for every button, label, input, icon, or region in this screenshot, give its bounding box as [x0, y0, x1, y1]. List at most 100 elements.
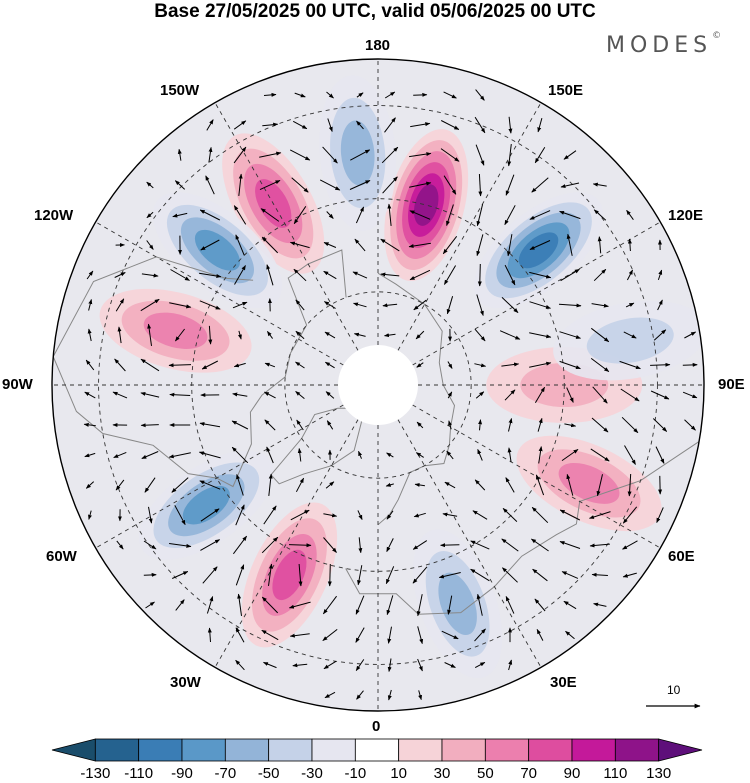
- wind-arrow: [235, 659, 245, 671]
- wind-arrow: [529, 301, 551, 309]
- wind-arrow: [417, 658, 423, 672]
- wind-arrow: [206, 596, 214, 614]
- wind-arrow: [295, 477, 305, 493]
- wind-arrow: [146, 181, 154, 189]
- lon-label-180: 180: [365, 37, 391, 54]
- wind-arrow: [387, 658, 392, 672]
- wind-arrow: [652, 418, 668, 432]
- wind-arrow: [387, 689, 392, 701]
- wind-arrow: [259, 179, 281, 191]
- wind-arrow: [353, 302, 367, 308]
- anomaly-field: [99, 75, 704, 679]
- anomaly-center: [152, 192, 283, 309]
- wind-arrow: [177, 148, 182, 161]
- wind-arrow: [268, 473, 273, 496]
- wind-arrow: [477, 263, 482, 287]
- wind-arrow: [627, 473, 632, 497]
- wind-arrow: [260, 208, 280, 222]
- wind-arrow: [626, 209, 634, 220]
- wind-arrow: [233, 205, 247, 225]
- wind-arrow: [355, 659, 365, 672]
- wind-arrow: [504, 389, 516, 401]
- wind-arrow: [446, 204, 454, 226]
- wind-arrow: [384, 91, 396, 99]
- wind-arrow: [593, 268, 607, 282]
- wind-arrow: [409, 210, 431, 220]
- wind-arrow: [415, 330, 425, 340]
- wind-arrow: [207, 627, 212, 643]
- wind-arrow: [415, 452, 424, 458]
- wind-arrow: [505, 174, 515, 196]
- wind-arrow: [327, 118, 333, 132]
- wind-arrow: [444, 481, 456, 489]
- wind-arrow: [235, 627, 245, 643]
- colorbar-cell: [528, 738, 573, 762]
- meridian-line: [95, 221, 379, 386]
- wind-arrow: [202, 566, 218, 584]
- wind-arrow: [476, 204, 484, 227]
- wind-arrow: [537, 417, 543, 432]
- lon-label-150w: 150W: [160, 82, 200, 99]
- wind-arrow: [264, 419, 276, 431]
- wind-arrow: [263, 92, 277, 97]
- wind-arrow: [385, 482, 394, 487]
- wind-arrow: [529, 210, 551, 220]
- wind-arrow: [412, 566, 428, 584]
- wind-arrow: [322, 629, 338, 641]
- wind-arrow: [559, 210, 581, 220]
- lon-label-90e: 90E: [718, 376, 745, 393]
- wind-arrow: [502, 567, 518, 583]
- wind-arrow: [147, 323, 152, 346]
- wind-arrow: [382, 176, 398, 194]
- wind-arrow: [501, 538, 519, 552]
- wind-arrow: [531, 506, 549, 524]
- wind-arrow: [592, 182, 607, 187]
- colorbar-cell: [484, 738, 530, 762]
- wind-arrow: [88, 299, 93, 311]
- wind-arrow: [290, 509, 310, 521]
- colorbar-tick-label: -130: [80, 765, 111, 782]
- wind-arrow: [140, 391, 160, 398]
- wind-arrow: [140, 358, 160, 372]
- wind-arrow: [682, 362, 698, 367]
- wind-arrow: [295, 330, 305, 340]
- wind-arrow: [564, 423, 577, 428]
- wind-arrow: [170, 269, 190, 281]
- wind-arrow: [591, 572, 608, 577]
- wind-arrow: [266, 330, 274, 339]
- wind-arrow: [475, 144, 485, 166]
- wind-arrow: [325, 391, 335, 399]
- wind-arrow: [381, 146, 399, 164]
- colorbar-tick-label: 30: [433, 765, 451, 782]
- latitude-circle: [98, 105, 658, 665]
- wind-arrow: [505, 595, 515, 614]
- wind-arrow: [292, 120, 308, 130]
- wind-arrow: [593, 209, 607, 221]
- wind-arrow: [326, 91, 334, 99]
- wind-arrow: [441, 630, 459, 640]
- wind-arrow: [205, 175, 215, 195]
- wind-arrow: [324, 331, 336, 339]
- wind-arrow: [413, 512, 426, 518]
- wind-arrow: [418, 690, 423, 701]
- wind-arrow: [324, 691, 336, 699]
- wind-arrow: [589, 543, 610, 548]
- wind-arrow: [238, 173, 243, 196]
- wind-arrow: [114, 358, 126, 372]
- colorbar-cell: [311, 738, 356, 762]
- colorbar-cell: [181, 738, 226, 762]
- wind-arrow: [386, 538, 394, 553]
- wind-arrow: [175, 328, 185, 342]
- modes-logo: MODES©: [606, 31, 721, 58]
- wind-arrow: [231, 420, 249, 430]
- wind-arrow: [352, 271, 368, 279]
- wind-arrow: [535, 474, 545, 496]
- meridian-line: [377, 102, 542, 386]
- wind-arrow: [289, 241, 310, 249]
- wind-arrow: [593, 602, 607, 607]
- wind-arrow: [409, 181, 432, 188]
- wind-arrow: [530, 538, 549, 552]
- wind-arrow: [115, 479, 125, 491]
- wind-arrow: [326, 211, 334, 219]
